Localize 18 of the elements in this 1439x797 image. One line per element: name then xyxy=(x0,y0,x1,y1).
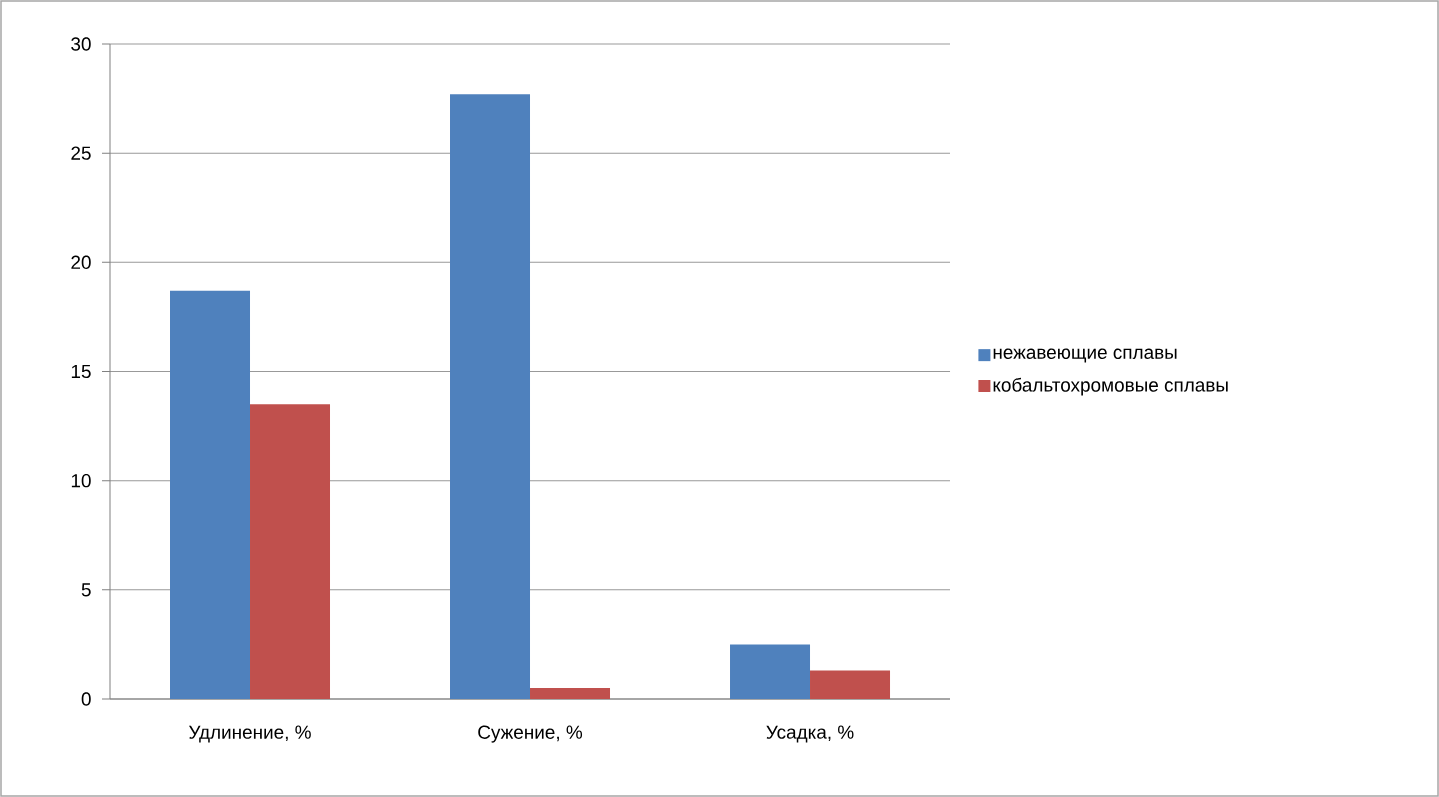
y-tick-label: 20 xyxy=(71,255,91,270)
bar xyxy=(810,670,891,699)
bar xyxy=(730,644,811,699)
y-tick-label: 5 xyxy=(81,583,91,597)
bar xyxy=(170,290,251,699)
legend-label: нежавеющие сплавы xyxy=(993,348,1177,363)
bar xyxy=(250,404,331,699)
bar xyxy=(450,94,531,699)
y-tick-label: 30 xyxy=(71,37,91,51)
bar xyxy=(530,688,611,699)
y-tick-label: 25 xyxy=(71,146,91,160)
x-tick-label: Сужение, % xyxy=(478,725,583,743)
x-tick-label: Удлинение, % xyxy=(188,725,311,743)
x-tick-label: Усадка, % xyxy=(766,725,854,743)
y-tick-label: 10 xyxy=(71,473,91,488)
legend-label: кобальтохромовые сплавы xyxy=(993,377,1228,396)
y-tick-label: 15 xyxy=(71,364,91,379)
y-tick-label: 0 xyxy=(81,692,91,706)
